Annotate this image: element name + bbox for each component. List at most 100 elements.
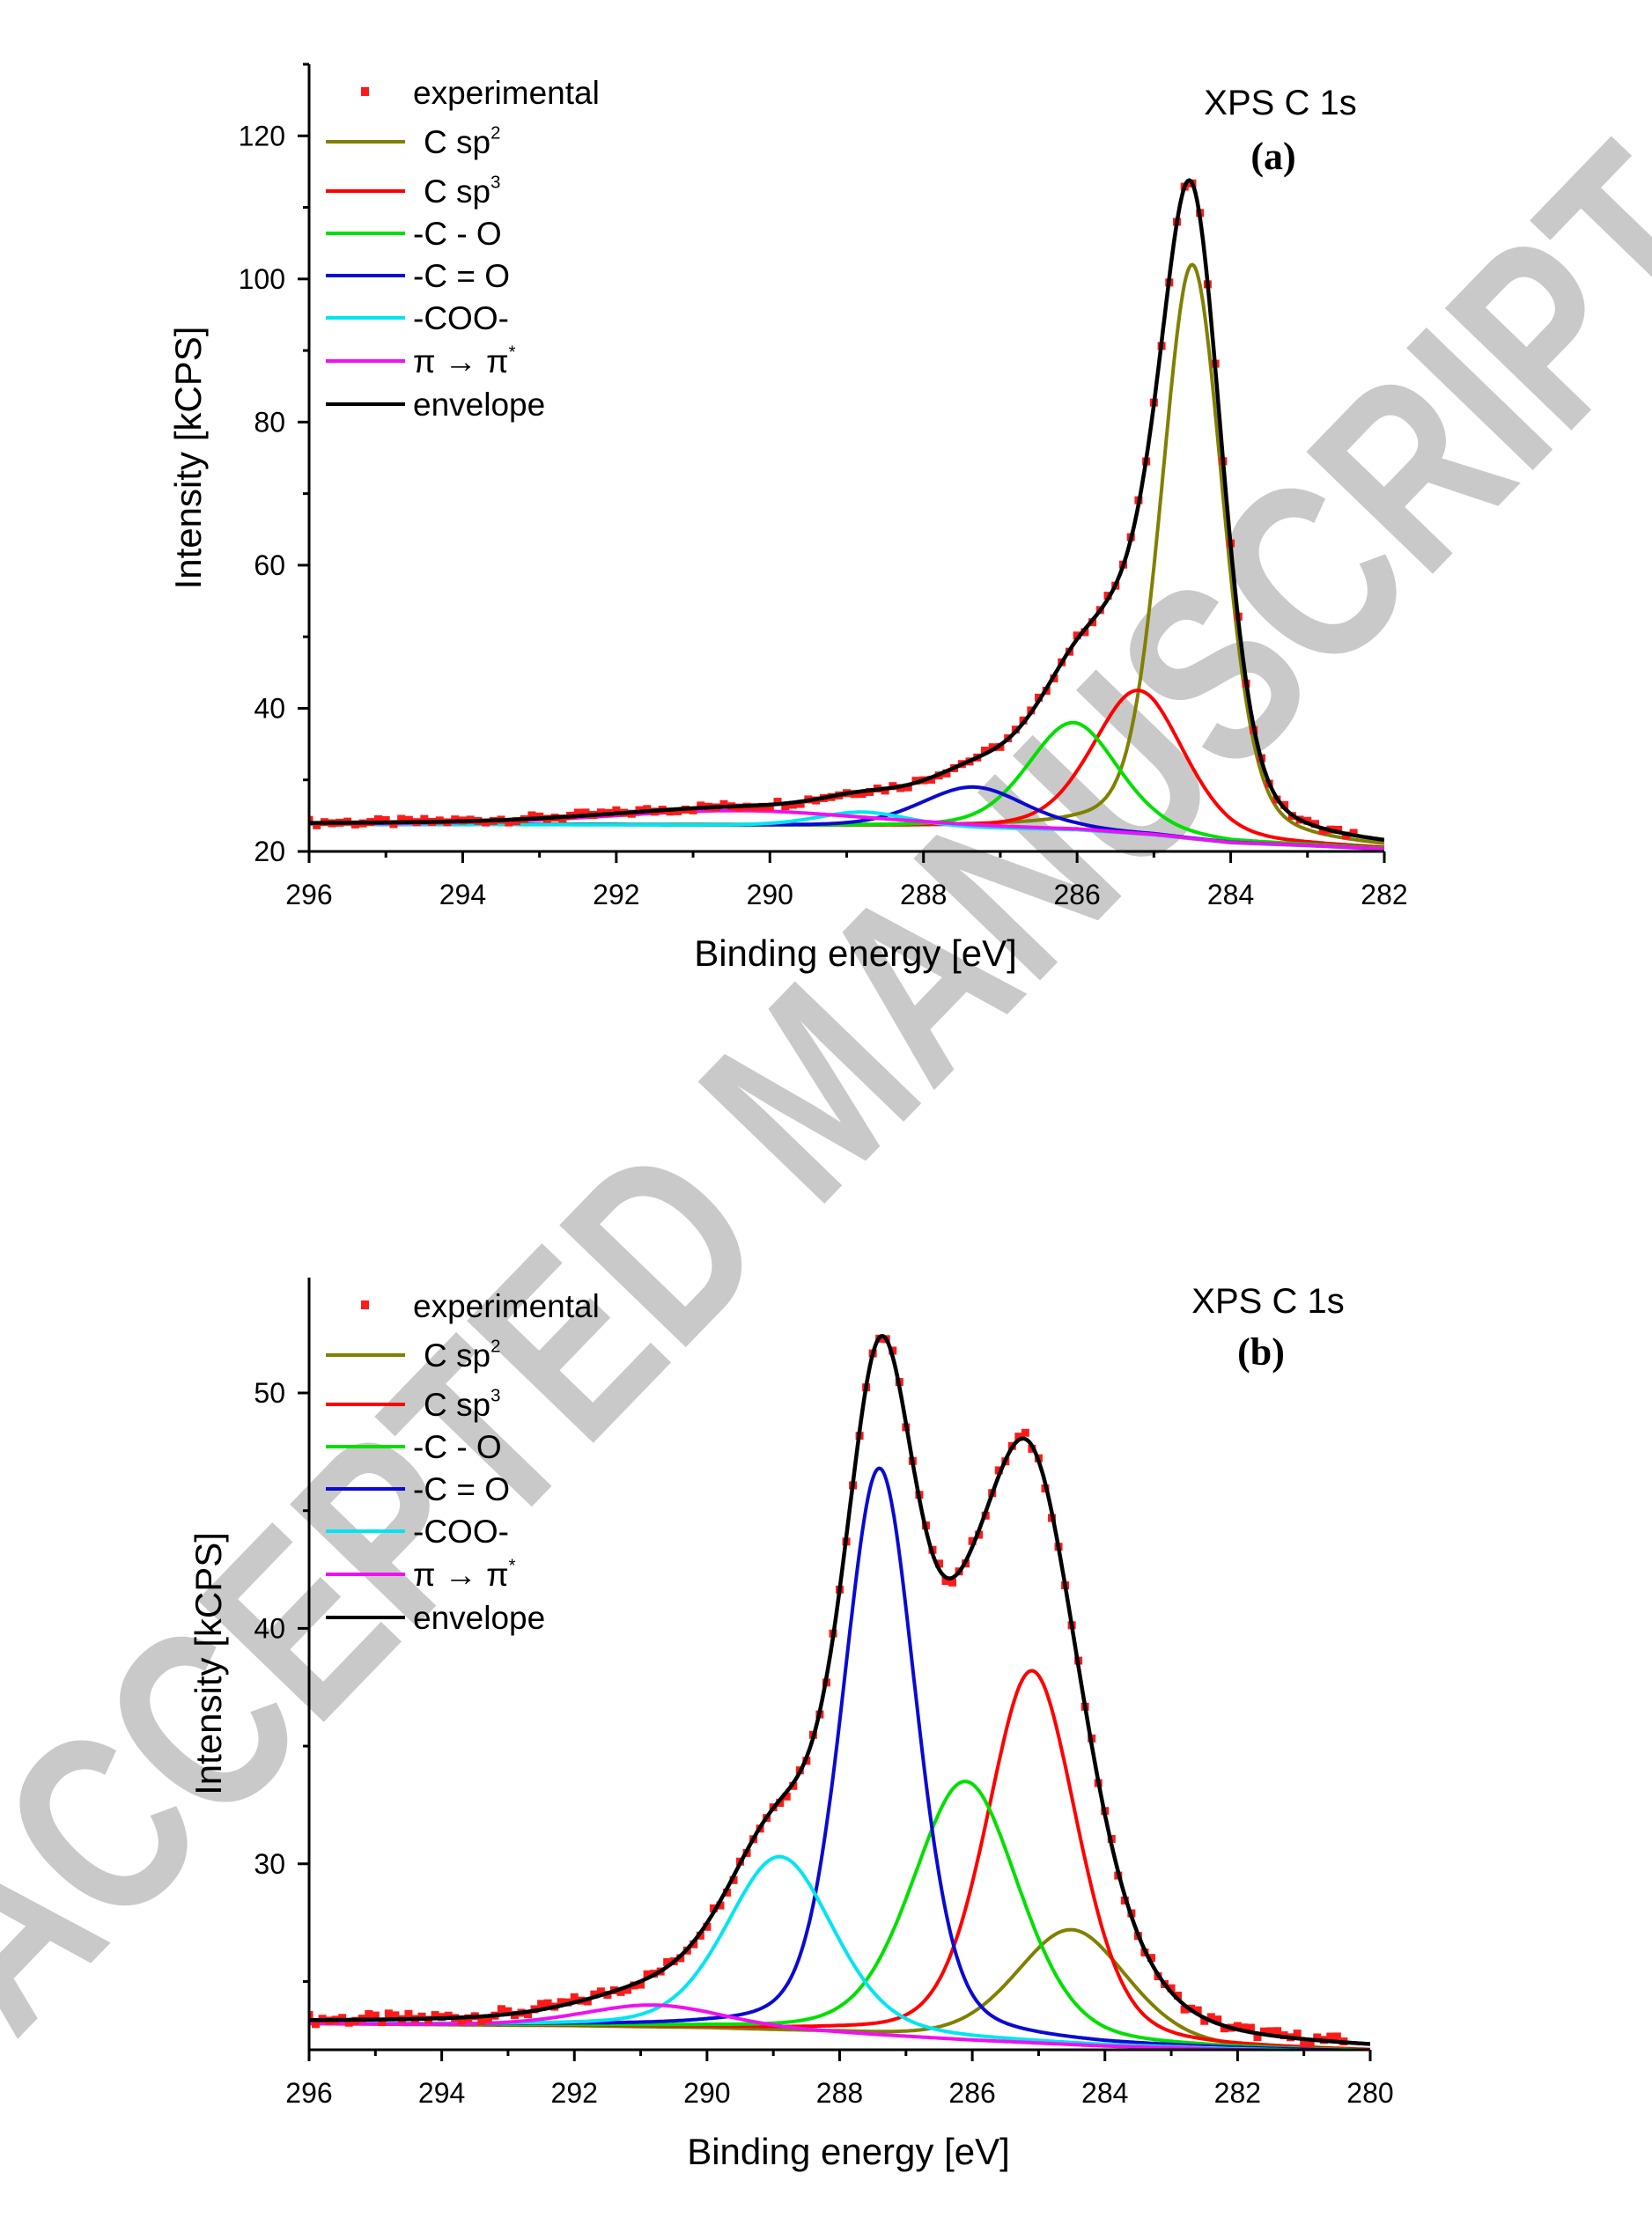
y-tick-label: 40 bbox=[254, 1612, 285, 1644]
experimental-point bbox=[709, 1904, 718, 1912]
series-line-envelope bbox=[309, 1333, 1370, 2046]
experimental-point bbox=[934, 1559, 943, 1568]
x-axis-title: Binding energy [eV] bbox=[694, 932, 1017, 974]
experimental-point bbox=[431, 2011, 439, 2020]
experimental-point bbox=[942, 769, 951, 777]
experimental-point bbox=[1167, 1984, 1176, 1993]
experimental-point bbox=[968, 1536, 977, 1545]
experimental-point bbox=[765, 802, 774, 811]
experimental-point bbox=[457, 2016, 466, 2025]
legend-label: experimental bbox=[413, 1288, 600, 1324]
legend-item: C sp2 bbox=[326, 1337, 500, 1374]
legend-label: π → π* bbox=[413, 343, 516, 379]
experimental-point bbox=[788, 800, 797, 809]
x-tick-label: 290 bbox=[683, 2077, 730, 2109]
y-tick-label: 20 bbox=[254, 836, 285, 867]
experimental-point bbox=[309, 2011, 313, 2020]
legend-label: -C = O bbox=[413, 1471, 510, 1507]
x-tick-label: 290 bbox=[747, 879, 793, 910]
legend-item: C sp2 bbox=[326, 123, 500, 160]
experimental-point bbox=[663, 1957, 672, 1966]
experimental-point bbox=[980, 747, 989, 755]
experimental-point bbox=[716, 1901, 725, 1910]
experimental-point bbox=[504, 2007, 513, 2015]
experimental-point bbox=[643, 1970, 652, 1978]
experimental-point bbox=[1326, 2032, 1335, 2041]
experimental-point bbox=[719, 799, 728, 808]
legend-label: envelope bbox=[413, 1600, 545, 1636]
experimental-point bbox=[570, 1993, 579, 2001]
x-tick-label: 280 bbox=[1346, 2077, 1393, 2109]
y-tick-label: 120 bbox=[239, 120, 285, 151]
experimental-point bbox=[941, 1577, 950, 1586]
experimental-point bbox=[1313, 2033, 1322, 2042]
y-tick-label: 50 bbox=[254, 1377, 285, 1409]
experimental-point bbox=[596, 1987, 605, 1996]
legend-item: -COO- bbox=[326, 1514, 509, 1550]
experimental-point bbox=[1014, 1433, 1023, 1441]
experimental-point bbox=[1260, 2027, 1268, 2036]
experimental-point bbox=[1193, 2006, 1202, 2015]
legend-item: -C - O bbox=[326, 1429, 502, 1465]
experimental-point bbox=[1293, 2030, 1302, 2038]
x-tick-label: 288 bbox=[900, 879, 947, 910]
experimental-point bbox=[1021, 1428, 1029, 1437]
x-tick-label: 284 bbox=[1081, 2077, 1128, 2109]
experimental-point bbox=[1303, 816, 1312, 825]
experimental-point bbox=[643, 805, 652, 814]
legend-item: -C = O bbox=[326, 258, 510, 294]
legend: experimental C sp2 C sp3 -C - O -C = O -COO-π… bbox=[326, 75, 600, 423]
experimental-point bbox=[796, 799, 805, 808]
experimental-point bbox=[948, 1578, 957, 1587]
experimental-point bbox=[483, 2015, 492, 2023]
legend-item: π → π* bbox=[326, 1556, 516, 1593]
experimental-point bbox=[994, 1466, 1003, 1475]
x-tick-label: 294 bbox=[418, 2077, 465, 2109]
experimental-point bbox=[378, 2018, 387, 2027]
legend-item: experimental bbox=[361, 75, 600, 111]
experimental-point bbox=[612, 806, 621, 814]
legend-item: -COO- bbox=[326, 300, 509, 336]
experimental-point bbox=[689, 806, 697, 814]
experimental-point bbox=[365, 2009, 373, 2018]
experimental-point bbox=[417, 2012, 426, 2021]
experimental-point bbox=[596, 808, 605, 817]
legend-label: envelope bbox=[413, 387, 545, 423]
experimental-point bbox=[373, 814, 382, 823]
legend-item: C sp3 bbox=[326, 173, 500, 210]
experimental-point bbox=[773, 798, 782, 807]
chart-panel-a: 296 294 292 290 288 286 284 282 20 40 60 80 100 120 Bi… bbox=[167, 63, 1408, 974]
experimental-point bbox=[1266, 2027, 1275, 2036]
series-line-envelope bbox=[309, 178, 1384, 843]
chart-panel-b: 296 294 292 290 288 286 284 282 280 30 40 50 Binding… bbox=[188, 1278, 1394, 2172]
x-tick-label: 292 bbox=[551, 2077, 598, 2109]
experimental-point bbox=[1306, 2039, 1315, 2048]
experimental-point bbox=[1332, 2032, 1341, 2041]
panel-label: (b) bbox=[1237, 1330, 1285, 1374]
legend-item: envelope bbox=[326, 387, 545, 423]
experimental-point bbox=[497, 2005, 505, 2014]
y-tick-label: 40 bbox=[254, 692, 285, 724]
experimental-point bbox=[1318, 827, 1327, 836]
legend-item: envelope bbox=[326, 1600, 545, 1636]
experimental-point bbox=[1349, 829, 1358, 837]
watermark: ACCEPTED MANUSCRIPT bbox=[0, 96, 1652, 2081]
experimental-point bbox=[573, 808, 582, 817]
experimental-point bbox=[1300, 2039, 1309, 2048]
experimental-point bbox=[1246, 2023, 1255, 2032]
experimental-point bbox=[1174, 1991, 1183, 2000]
experimental-point bbox=[537, 2000, 546, 2008]
experimental-point bbox=[703, 1922, 712, 1931]
experimental-point bbox=[1213, 2015, 1222, 2024]
legend-item: -C - O bbox=[326, 216, 502, 252]
experimental-point bbox=[384, 2009, 393, 2018]
x-axis-title: Binding energy [eV] bbox=[687, 2131, 1010, 2172]
experimental-point bbox=[309, 815, 313, 824]
legend-label: C sp2 bbox=[424, 123, 500, 160]
y-axis-title: Intensity [kCPS] bbox=[188, 1532, 229, 1795]
legend-marker-experimental bbox=[361, 1300, 369, 1309]
legend-label: -C - O bbox=[413, 1429, 502, 1465]
experimental-point bbox=[674, 807, 682, 815]
experimental-point bbox=[1253, 2033, 1262, 2042]
